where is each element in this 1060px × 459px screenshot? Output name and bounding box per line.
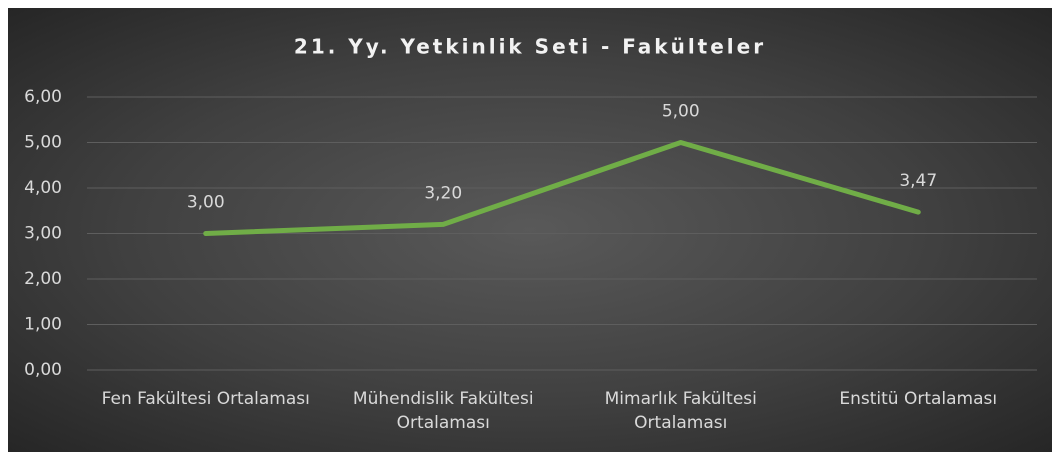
y-tick-label: 2,00 — [24, 269, 62, 289]
y-tick-label: 6,00 — [24, 87, 62, 107]
x-tick-label: Mimarlık Fakültesi Ortalaması — [604, 389, 757, 433]
data-label: 3,00 — [187, 193, 225, 213]
y-tick-label: 1,00 — [24, 315, 62, 335]
data-label: 5,00 — [662, 102, 700, 122]
y-tick-label: 5,00 — [24, 133, 62, 153]
x-tick-label: Enstitü Ortalaması — [839, 389, 998, 409]
y-tick-label: 4,00 — [24, 178, 62, 198]
line — [203, 140, 921, 236]
chart-background — [8, 8, 1052, 452]
y-tick-label: 0,00 — [24, 360, 62, 380]
data-label: 3,47 — [899, 171, 937, 191]
chart-title: 21. Yy. Yetkinlik Seti - Fakülteler — [294, 35, 766, 59]
y-tick-label: 3,00 — [24, 224, 62, 244]
x-tick-label: Mühendislik Fakültesi Ortalaması — [352, 389, 534, 433]
x-tick-label: Fen Fakültesi Ortalaması — [101, 389, 310, 409]
data-label: 3,20 — [424, 183, 462, 203]
